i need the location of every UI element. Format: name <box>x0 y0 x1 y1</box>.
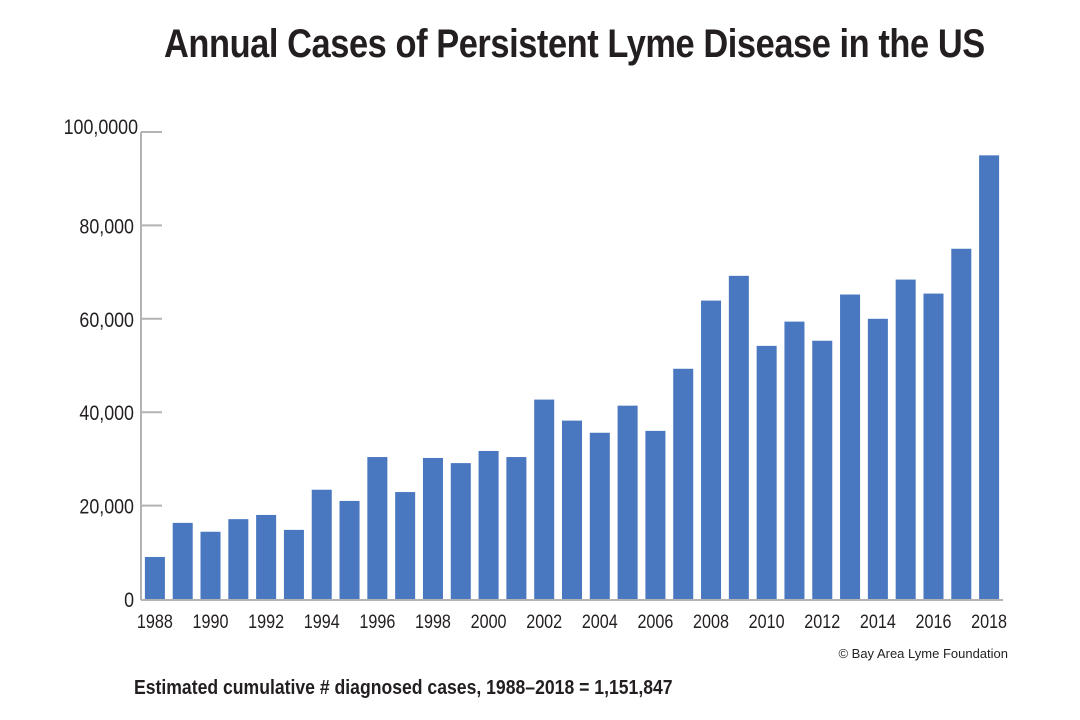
y-tick-label: 20,000 <box>79 495 134 519</box>
footnote: Estimated cumulative # diagnosed cases, … <box>134 677 673 699</box>
bar-2004 <box>589 432 610 599</box>
x-tick-label: 2006 <box>637 611 673 633</box>
bar-1994 <box>311 489 332 599</box>
bar-1995 <box>339 500 360 599</box>
bar-1990 <box>200 531 221 599</box>
bar-2010 <box>756 345 777 599</box>
bar-2007 <box>673 368 694 599</box>
bar-1989 <box>172 522 193 599</box>
x-tick-label: 2002 <box>526 611 562 633</box>
bar-2006 <box>645 430 666 599</box>
x-tick-label: 1988 <box>137 611 173 633</box>
x-tick-label: 1994 <box>304 611 340 633</box>
y-tick-label: 80,000 <box>79 215 134 239</box>
bar-2008 <box>701 300 722 599</box>
y-tick-label: 100,0000 <box>64 116 139 140</box>
x-tick-label: 2012 <box>804 611 840 633</box>
y-tick-label: 0 <box>124 589 134 613</box>
bar-1988 <box>144 556 165 599</box>
bar-1997 <box>395 492 416 599</box>
bar-2013 <box>840 294 861 599</box>
bar-1993 <box>283 529 304 599</box>
bar-2012 <box>812 340 833 599</box>
bar-1999 <box>450 463 471 599</box>
bar-1996 <box>367 457 388 599</box>
x-tick-label: 2008 <box>693 611 729 633</box>
bar-2016 <box>923 293 944 599</box>
x-tick-label: 2014 <box>860 611 896 633</box>
x-tick-label: 2018 <box>971 611 1007 633</box>
x-tick-label: 1990 <box>193 611 229 633</box>
bar-2014 <box>867 318 888 599</box>
x-tick-label: 2004 <box>582 611 618 633</box>
y-tick-label: 60,000 <box>79 308 134 332</box>
bar-2002 <box>534 399 555 599</box>
bar-2003 <box>561 420 583 599</box>
y-tick-label: 40,000 <box>79 402 134 426</box>
bar-2017 <box>951 248 972 599</box>
bar-2005 <box>617 405 638 599</box>
bar-2011 <box>784 321 805 599</box>
credit-text: © Bay Area Lyme Foundation <box>838 646 1008 661</box>
bar-2009 <box>728 275 749 599</box>
x-tick-label: 1992 <box>248 611 284 633</box>
x-tick-label: 1998 <box>415 611 451 633</box>
x-tick-label: 1996 <box>359 611 395 633</box>
x-tick-label: 2000 <box>471 611 507 633</box>
bar-2000 <box>478 450 499 599</box>
bar-1998 <box>422 457 443 599</box>
x-tick-label: 2016 <box>916 611 952 633</box>
x-tick-label: 2010 <box>749 611 785 633</box>
chart-title: Annual Cases of Persistent Lyme Disease … <box>164 22 985 66</box>
bar-2015 <box>895 279 916 599</box>
bar-2001 <box>506 457 527 599</box>
bar-1991 <box>228 519 249 599</box>
bar-2018 <box>979 155 1000 599</box>
bar-1992 <box>256 514 277 599</box>
